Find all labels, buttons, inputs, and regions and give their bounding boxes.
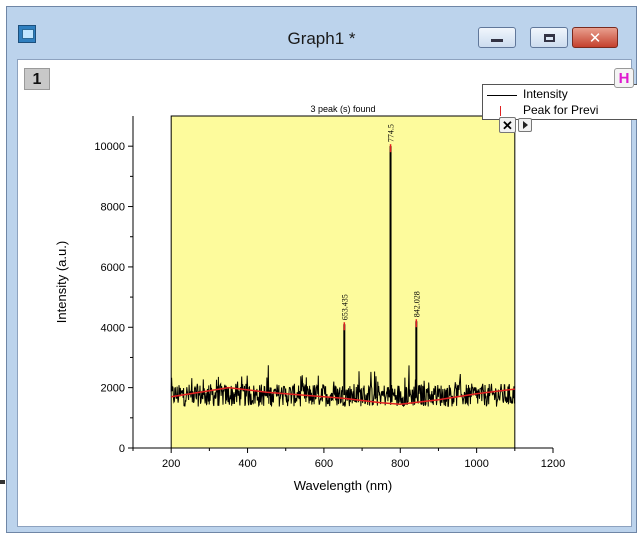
chart-title: 3 peak (s) found	[310, 104, 375, 114]
title-bar[interactable]: Graph1 * ✕	[7, 7, 636, 55]
delete-object-button[interactable]: ✕	[499, 117, 516, 133]
x-tick-label: 800	[391, 458, 409, 470]
legend-line-symbol	[487, 95, 517, 96]
x-axis-label: Wavelength (nm)	[294, 478, 393, 493]
y-tick-label: 6000	[101, 262, 125, 274]
y-tick-label: 8000	[101, 202, 125, 214]
series-line-baseline	[171, 386, 515, 405]
x-tick-label: 1000	[464, 458, 488, 470]
peak-label: 842.028	[412, 291, 421, 317]
window-title: Graph1 *	[287, 29, 356, 48]
left-edge-mark	[0, 480, 5, 484]
spectrum-chart: 200 400 600 800 1000 1200 0 2000 4000 6000 8000 100…	[54, 104, 565, 493]
close-button[interactable]: ✕	[572, 27, 618, 48]
hide-button[interactable]: H	[614, 68, 634, 88]
graph-window-icon[interactable]	[18, 25, 36, 43]
y-axis-label: Intensity (a.u.)	[54, 241, 69, 323]
x-tick-label: 1200	[541, 458, 565, 470]
legend-label: Peak for Previ	[523, 103, 599, 117]
close-icon: ✕	[588, 28, 602, 47]
legend-label: Intensity	[523, 87, 568, 101]
x-tick-label: 400	[238, 458, 256, 470]
x-tick-label: 200	[162, 458, 180, 470]
legend[interactable]: Intensity Peak for Previ	[482, 84, 637, 120]
peak-label: 653.435	[340, 294, 349, 320]
legend-item-intensity: Intensity	[483, 87, 637, 103]
y-tick-label: 4000	[101, 322, 125, 334]
maximize-icon	[543, 33, 555, 42]
graph-page: 1 200 400 600 800 1000 1200 0 2000 4000 6000 8000 1…	[17, 59, 637, 527]
legend-item-peak: Peak for Previ	[483, 103, 637, 119]
expand-arrow-button[interactable]	[518, 118, 532, 132]
minimize-button[interactable]	[478, 27, 516, 48]
maximize-button[interactable]	[530, 27, 568, 48]
y-tick-label: 2000	[101, 383, 125, 395]
graph-window: Graph1 * ✕ 1 200 400 600 800 1000 1200 0 2000 40…	[6, 6, 637, 533]
legend-peak-symbol	[500, 106, 501, 116]
y-tick-label: 0	[119, 443, 125, 455]
y-tick-label: 10000	[94, 141, 125, 153]
peak-label: 774.5	[387, 124, 396, 142]
series-line-intensity	[170, 365, 515, 408]
minimize-icon	[491, 39, 503, 42]
layer-number-badge[interactable]: 1	[24, 68, 50, 90]
x-tick-label: 600	[315, 458, 333, 470]
